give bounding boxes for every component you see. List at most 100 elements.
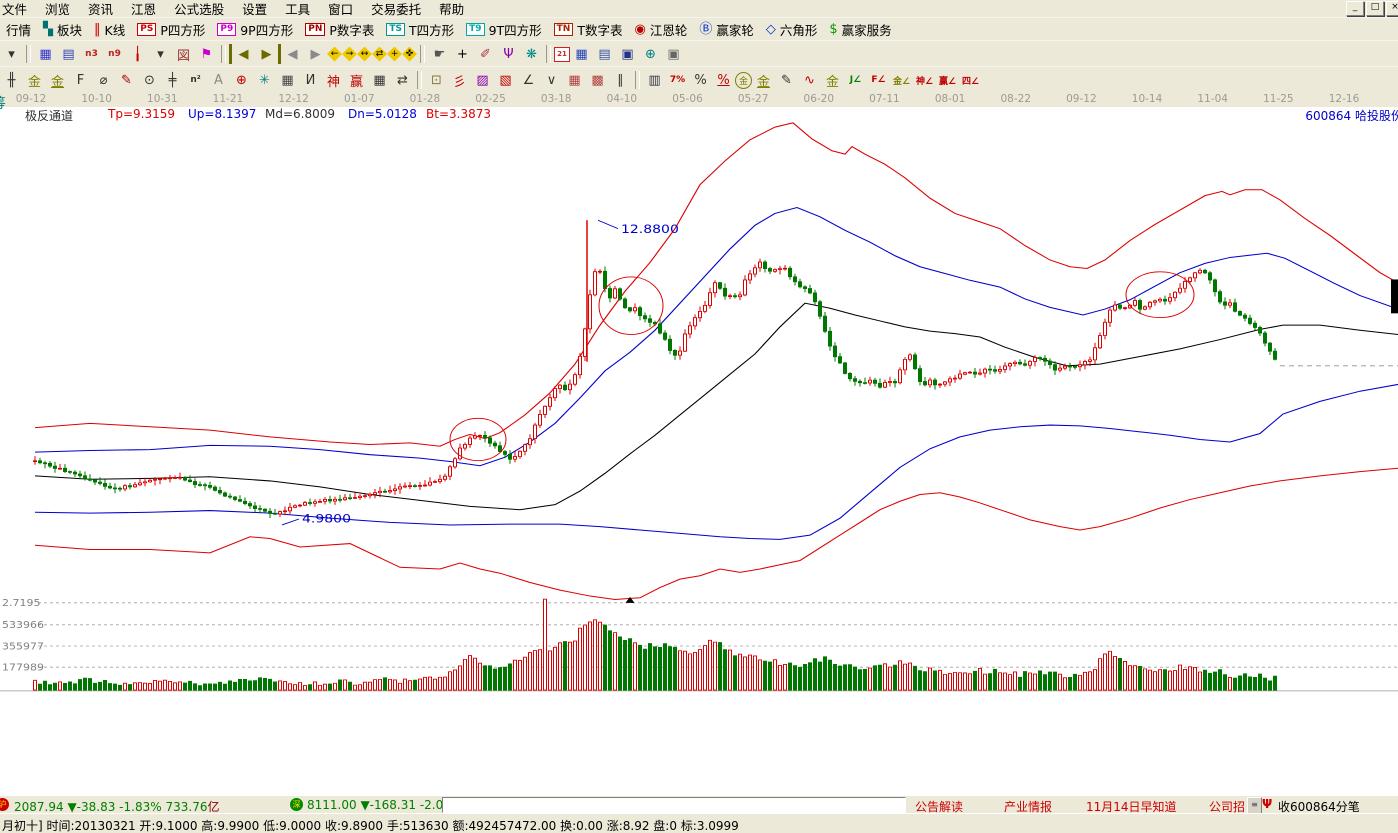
compress-icon[interactable]: ⇄ bbox=[372, 46, 387, 62]
menu-9[interactable]: 帮助 bbox=[439, 2, 465, 17]
save-icon[interactable]: ▣ bbox=[621, 46, 634, 62]
golden-section-tool[interactable]: 金 bbox=[27, 74, 41, 90]
radiating-lines-tool[interactable]: ✳ bbox=[259, 72, 270, 88]
v-lines-tool[interactable]: ∨ bbox=[546, 72, 557, 88]
shen-tool[interactable]: 神 bbox=[326, 74, 340, 90]
web-mail-icon[interactable]: ⊕ bbox=[645, 46, 656, 62]
menu-7[interactable]: 窗口 bbox=[328, 2, 354, 17]
pan-right-icon[interactable]: → bbox=[342, 46, 357, 62]
center-icon[interactable]: + bbox=[387, 46, 402, 62]
minimize-button[interactable]: _ bbox=[1346, 1, 1364, 16]
toolbar-9p-square[interactable]: P9 9P四方形 bbox=[217, 20, 293, 39]
wave-count-tool[interactable]: И bbox=[305, 72, 316, 88]
annotate-pen-tool[interactable]: ✎ bbox=[781, 72, 792, 88]
expand-icon[interactable]: ✜ bbox=[402, 46, 417, 62]
percent-line-tool[interactable]: % bbox=[717, 72, 730, 88]
menu-5[interactable]: 设置 bbox=[242, 2, 268, 17]
square-of-nine-tool[interactable]: n² bbox=[190, 75, 201, 85]
toolbar-t-square[interactable]: TS T四方形 bbox=[386, 20, 454, 39]
toolbar-gann-wheel[interactable]: ◉ 江恩轮 bbox=[634, 20, 687, 39]
four-angle-tool[interactable]: 四∠ bbox=[961, 76, 980, 87]
mirror-tool[interactable]: A bbox=[214, 72, 223, 88]
box-tool[interactable]: ⊡ bbox=[431, 72, 442, 88]
speed-grid-tool[interactable]: ▦ bbox=[373, 72, 386, 88]
chart-area[interactable]: 2.7195 533966 355977 177989 12.8800 4.9800 bbox=[0, 122, 1398, 795]
shen-angle-tool[interactable]: 神∠ bbox=[915, 76, 934, 87]
candlestick-chart[interactable]: 2.7195 533966 355977 177989 12.8800 4.9800 bbox=[0, 122, 1398, 795]
gold-angle-2-tool[interactable]: 金∠ bbox=[892, 76, 911, 87]
matrix-grid-tool[interactable]: ▦ bbox=[281, 72, 294, 88]
zoom-horizontal-icon[interactable]: ↔ bbox=[357, 46, 372, 62]
angle-line-tool[interactable]: ∠ bbox=[522, 72, 535, 88]
close-button[interactable]: × bbox=[1386, 1, 1398, 16]
analysis-brain-icon[interactable]: ❋ bbox=[526, 46, 537, 62]
percent-tool[interactable]: % bbox=[694, 72, 707, 88]
spiral-tool[interactable]: ⌀ bbox=[99, 72, 108, 88]
parallel-lines-tool[interactable]: ∥ bbox=[617, 72, 624, 88]
toolbar-9t-square[interactable]: T9 9T四方形 bbox=[466, 20, 542, 39]
crosshair-tool-icon[interactable]: + bbox=[457, 46, 468, 62]
toolbar-kline[interactable]: ‖ K线 bbox=[94, 20, 125, 39]
toolbar-t-table[interactable]: TN T数字表 bbox=[553, 20, 622, 39]
news-link-3[interactable]: 公司招 bbox=[1209, 800, 1246, 814]
workstation-icon[interactable]: ▣ bbox=[667, 46, 680, 62]
chart-windows-icon[interactable]: ▦ bbox=[39, 46, 52, 62]
next-page-icon[interactable]: ▶ bbox=[310, 46, 321, 62]
percent-7-tool[interactable]: 7% bbox=[669, 75, 686, 85]
price-grid-tool[interactable]: ╪ bbox=[168, 72, 177, 88]
bar-pattern-tool[interactable]: ▥ bbox=[648, 72, 661, 88]
time-wheel-tool[interactable]: ⊙ bbox=[144, 72, 155, 88]
gold-circle-tool[interactable]: 金 bbox=[735, 71, 752, 89]
flag-icon[interactable]: ⚑ bbox=[200, 46, 213, 62]
draw-line-icon[interactable]: ✐ bbox=[480, 46, 491, 62]
toolbar-quotes[interactable]: 行情 bbox=[6, 20, 31, 39]
menu-2[interactable]: 资讯 bbox=[88, 2, 114, 17]
ying-angle-tool[interactable]: 赢∠ bbox=[938, 76, 957, 87]
toolbar-p-square[interactable]: PS P四方形 bbox=[137, 20, 205, 39]
candle-display-icon[interactable]: ╽ bbox=[133, 46, 142, 62]
menu-6[interactable]: 工具 bbox=[285, 2, 311, 17]
width-measure-tool[interactable]: ⇄ bbox=[397, 72, 408, 88]
wave-9-icon[interactable]: n9 bbox=[108, 49, 121, 59]
candle-style-dropdown[interactable]: ▾ bbox=[157, 46, 164, 62]
circle-cross-tool[interactable]: ⊕ bbox=[236, 72, 247, 88]
fibonacci-tool[interactable]: F bbox=[76, 72, 85, 88]
last-page-icon[interactable]: ▶ bbox=[255, 44, 281, 64]
hand-tool-icon[interactable]: ☛ bbox=[433, 46, 446, 62]
pan-left-icon[interactable]: ← bbox=[327, 46, 342, 62]
toolbar-winner-wheel[interactable]: Ⓑ 赢家轮 bbox=[699, 20, 754, 39]
menu-3[interactable]: 江恩 bbox=[131, 2, 157, 17]
toolbar-hexagon[interactable]: ◇ 六角形 bbox=[766, 20, 818, 39]
golden-ratio-tool[interactable]: 金 bbox=[50, 74, 64, 90]
gold-line-tool[interactable]: 金 bbox=[756, 74, 770, 90]
toolbar-blocks[interactable]: ▚ 板块 bbox=[43, 20, 82, 39]
toolbar-overflow-dropdown[interactable]: ▾ bbox=[8, 46, 15, 62]
toolbar-p-table[interactable]: PN P数字表 bbox=[305, 20, 374, 39]
calendar-icon[interactable]: 21 bbox=[554, 46, 570, 62]
first-page-icon[interactable]: ◀ bbox=[229, 44, 255, 64]
gold-angle-tool[interactable]: 金 bbox=[825, 74, 839, 90]
toolbar-winner-service[interactable]: $ 赢家服务 bbox=[829, 20, 891, 39]
gann-tools-icon[interactable]: Ψ bbox=[503, 46, 514, 62]
wave-channel-tool[interactable]: ∿ bbox=[804, 72, 815, 88]
shaded-box-tool[interactable]: ▨ bbox=[476, 72, 489, 88]
prev-page-icon[interactable]: ◀ bbox=[287, 46, 298, 62]
menu-8[interactable]: 交易委托 bbox=[371, 2, 422, 17]
news-scroller-control[interactable]: ≡ bbox=[1247, 797, 1262, 814]
gann-grid-tool[interactable]: ╫ bbox=[7, 72, 16, 88]
news-link-2[interactable]: 11月14日早知道 bbox=[1086, 800, 1177, 814]
red-pen-tool[interactable]: ✎ bbox=[121, 72, 132, 88]
menu-1[interactable]: 浏览 bbox=[45, 2, 71, 17]
stock-list-icon[interactable]: ▤ bbox=[62, 46, 75, 62]
calculator-icon[interactable]: ▦ bbox=[575, 46, 588, 62]
report-notes-icon[interactable]: ▤ bbox=[598, 46, 611, 62]
wave-3-icon[interactable]: n3 bbox=[85, 49, 98, 59]
f-angle-tool[interactable]: F∠ bbox=[871, 75, 886, 85]
ying-tool[interactable]: 赢 bbox=[349, 74, 363, 90]
pattern-icon[interactable]: 図 bbox=[176, 48, 190, 64]
red-grid-tool[interactable]: ▦ bbox=[568, 72, 581, 88]
j-angle-tool[interactable]: J∠ bbox=[849, 75, 862, 85]
news-link-1[interactable]: 产业情报 bbox=[1004, 800, 1053, 814]
restore-button[interactable]: □ bbox=[1366, 1, 1384, 16]
menu-0[interactable]: 文件 bbox=[2, 2, 28, 17]
